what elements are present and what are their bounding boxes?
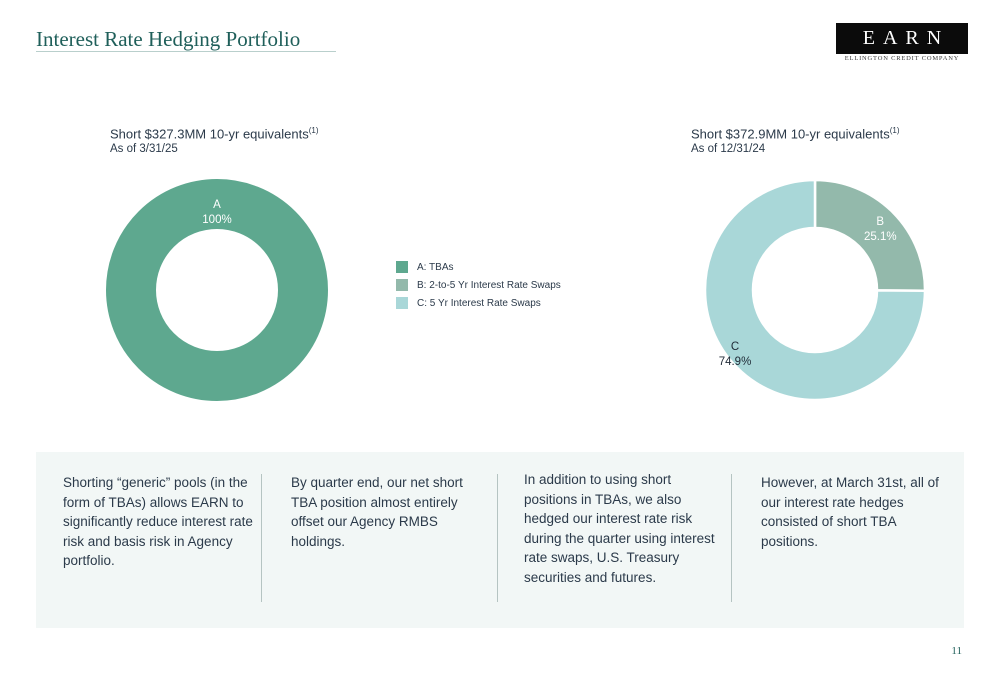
chart-1-slice-a-label: A: [213, 199, 221, 211]
chart-1-slice-a-value-label: 100%: [202, 214, 231, 226]
column-divider: [261, 474, 262, 602]
chart-1-title-line: Short $327.3MM 10-yr equivalents(1): [110, 122, 319, 142]
column-divider: [497, 474, 498, 602]
chart-2-subtitle: As of 12/31/24: [691, 143, 766, 156]
chart-1-title: Short $327.3MM 10-yr equivalents: [110, 126, 309, 142]
legend-swatch-5-yr-swaps: [396, 297, 408, 309]
commentary-panel: [36, 452, 964, 628]
chart-legend: A: TBAs B: 2-to-5 Yr Interest Rate Swaps…: [396, 258, 561, 312]
commentary-column-2: By quarter end, our net short TBA positi…: [291, 475, 463, 549]
page-number: 11: [951, 645, 962, 657]
commentary-column-4: However, at March 31st, all of our inter…: [761, 475, 939, 549]
legend-label-5-yr-swaps: C: 5 Yr Interest Rate Swaps: [417, 297, 541, 309]
chart-2-footnote-mark: (1): [889, 126, 900, 135]
legend-item-2-5-yr-swaps: B: 2-to-5 Yr Interest Rate Swaps: [396, 276, 561, 294]
chart-2-slice-c-label: C: [731, 341, 739, 353]
chart-2-slice-c: [703, 178, 927, 402]
chart-1-subtitle: As of 3/31/25: [110, 143, 178, 156]
donut-chart-q4-2024: B 25.1% C 74.9%: [703, 178, 927, 402]
donut-chart-q1-2025: A 100%: [106, 179, 328, 401]
column-divider: [731, 474, 732, 602]
chart-1-footnote-mark: (1): [308, 126, 319, 135]
chart-2-title-line: Short $372.9MM 10-yr equivalents(1): [691, 122, 900, 142]
commentary-column-3: In addition to using short positions in …: [524, 472, 715, 585]
chart-1-slice-a: [106, 179, 328, 401]
chart-2-header: Short $372.9MM 10-yr equivalents(1) As o…: [691, 122, 900, 157]
legend-swatch-tbas: [396, 261, 408, 273]
legend-label-2-5-yr-swaps: B: 2-to-5 Yr Interest Rate Swaps: [417, 279, 561, 291]
logo-tagline: ELLINGTON CREDIT COMPANY: [844, 55, 960, 62]
chart-2-slice-c-value-label: 74.9%: [719, 356, 752, 368]
commentary-column-1: Shorting “generic” pools (in the form of…: [63, 475, 253, 568]
legend-swatch-2-5-yr-swaps: [396, 279, 408, 291]
legend-item-5-yr-swaps: C: 5 Yr Interest Rate Swaps: [396, 294, 561, 312]
page-title: Interest Rate Hedging Portfolio: [36, 27, 301, 51]
chart-2-slice-b-label: B: [876, 216, 884, 228]
chart-2-slice-b-value-label: 25.1%: [864, 231, 897, 243]
chart-2-title: Short $372.9MM 10-yr equivalents: [691, 126, 890, 142]
legend-item-tbas: A: TBAs: [396, 258, 561, 276]
earn-logo: EARN: [836, 23, 968, 54]
title-underline: [36, 51, 336, 52]
chart-2-slice-b: [813, 178, 927, 292]
legend-label-tbas: A: TBAs: [417, 261, 454, 273]
chart-1-header: Short $327.3MM 10-yr equivalents(1) As o…: [110, 122, 319, 157]
